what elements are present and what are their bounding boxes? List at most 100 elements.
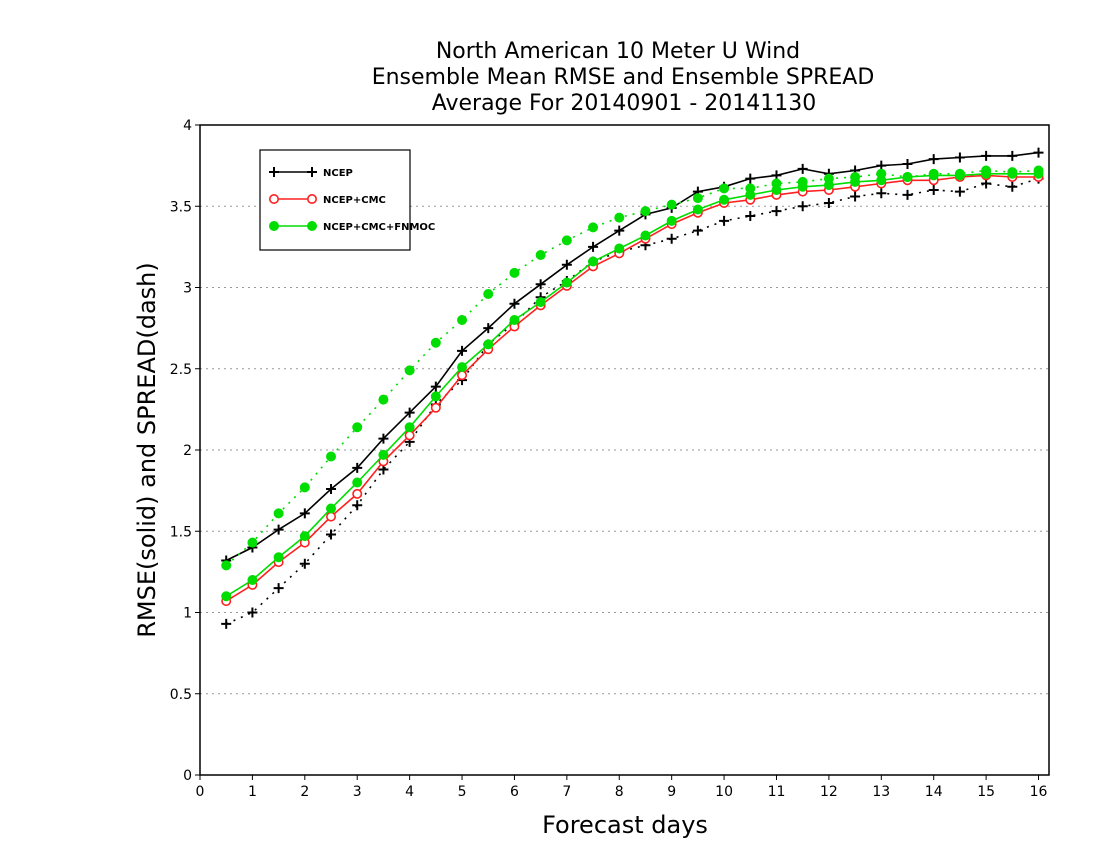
- rmse-point-ncep: [561, 259, 572, 270]
- spread-point-ncep: [299, 558, 310, 569]
- x-tick-label: 14: [925, 784, 943, 800]
- legend-marker-end: [307, 221, 317, 231]
- y-tick-label: 1: [183, 606, 192, 622]
- spread-point-ncep-cmc-fnmoc: [666, 199, 677, 210]
- spread-point-ncep-cmc-fnmoc: [640, 206, 651, 217]
- rmse-point-ncep-cmc: [430, 402, 441, 413]
- chart-title-line-2: Ensemble Mean RMSE and Ensemble SPREAD: [372, 65, 875, 90]
- rmse-point-ncep-cmc-fnmoc: [876, 175, 887, 186]
- rmse-point-ncep-cmc-fnmoc: [509, 315, 520, 325]
- spread-point-ncep-cmc-fnmoc: [509, 267, 520, 278]
- y-tick-label: 3: [183, 281, 192, 297]
- spread-point-ncep-cmc-fnmoc: [588, 222, 599, 233]
- spread-point-ncep-cmc-fnmoc: [457, 315, 468, 325]
- rmse-point-ncep-cmc-fnmoc: [299, 531, 310, 542]
- legend-marker-start: [269, 221, 279, 231]
- rmse-point-ncep-cmc-fnmoc: [273, 552, 284, 563]
- spread-point-ncep-cmc-fnmoc: [614, 212, 625, 223]
- rmse-point-ncep: [378, 433, 389, 444]
- spread-point-ncep-cmc-fnmoc: [561, 235, 572, 246]
- spread-point-ncep: [247, 607, 258, 618]
- legend-item-ncep-cmc-fnmoc: NCEP+CMC+FNMOC: [269, 221, 435, 233]
- rmse-point-ncep-cmc-fnmoc: [771, 185, 782, 195]
- x-tick-label: 2: [300, 784, 309, 800]
- x-tick-label: 13: [872, 784, 890, 800]
- rmse-point-ncep-cmc-fnmoc: [483, 339, 494, 350]
- legend-label: NCEP+CMC: [323, 195, 386, 206]
- x-tick-label: 0: [196, 784, 205, 800]
- rmse-point-ncep: [954, 152, 965, 163]
- rmse-point-ncep-cmc-fnmoc: [614, 243, 625, 254]
- rmse-point-ncep-cmc: [404, 430, 415, 441]
- legend-label: NCEP+CMC+FNMOC: [323, 222, 435, 233]
- rmse-point-ncep: [588, 241, 599, 252]
- spread-point-ncep: [666, 233, 677, 244]
- x-tick-label: 4: [405, 784, 414, 800]
- x-tick-label: 9: [667, 784, 676, 800]
- spread-point-ncep: [771, 206, 782, 217]
- rmse-point-ncep-cmc-fnmoc: [588, 256, 599, 267]
- spread-point-ncep-cmc-fnmoc: [404, 365, 415, 376]
- rmse-point-ncep: [299, 508, 310, 519]
- rmse-point-ncep-cmc-fnmoc: [535, 297, 546, 308]
- rmse-point-ncep: [509, 298, 520, 309]
- y-tick-label: 4: [183, 118, 192, 134]
- rmse-point-ncep-cmc-fnmoc: [954, 170, 965, 181]
- legend-box: [259, 149, 411, 251]
- spread-point-ncep: [352, 500, 363, 511]
- spread-point-ncep-cmc-fnmoc: [273, 508, 284, 519]
- spread-point-ncep-cmc-fnmoc: [352, 422, 363, 433]
- legend-marker-end: [307, 167, 317, 177]
- spread-point-ncep: [902, 189, 913, 200]
- spread-point-ncep-cmc-fnmoc: [299, 482, 310, 493]
- rmse-point-ncep-cmc-fnmoc: [745, 189, 756, 200]
- rmse-point-ncep-cmc: [326, 511, 337, 522]
- rmse-point-ncep-cmc: [457, 370, 468, 381]
- rmse-point-ncep: [614, 225, 625, 236]
- rmse-point-ncep-cmc-fnmoc: [797, 181, 808, 192]
- spread-point-ncep: [876, 188, 887, 199]
- rmse-point-ncep: [745, 173, 756, 184]
- x-tick-label: 16: [1030, 784, 1048, 800]
- legend-marker-start: [269, 167, 279, 177]
- legend-item-ncep-cmc: NCEP+CMC: [268, 194, 386, 206]
- legend-label: NCEP: [323, 168, 353, 179]
- spread-point-ncep: [850, 191, 861, 202]
- rmse-point-ncep: [457, 345, 468, 356]
- spread-point-ncep-cmc-fnmoc: [430, 337, 441, 348]
- rmse-point-ncep-cmc-fnmoc: [719, 194, 730, 205]
- rmse-point-ncep: [404, 407, 415, 418]
- rmse-point-ncep-cmc-fnmoc: [404, 422, 415, 433]
- rmse-point-ncep-cmc-fnmoc: [850, 176, 861, 187]
- spread-point-ncep-cmc-fnmoc: [221, 560, 232, 571]
- rmse-point-ncep-cmc-fnmoc: [326, 503, 337, 514]
- y-tick-label: 1.5: [170, 524, 192, 540]
- rmse-point-ncep-cmc-fnmoc: [378, 449, 389, 460]
- x-tick-label: 6: [510, 784, 519, 800]
- rmse-point-ncep: [1033, 147, 1044, 158]
- legend: NCEP NCEP+CMC NCEP+CMC+FNMOC: [259, 149, 435, 251]
- rmse-point-ncep: [483, 323, 494, 334]
- rmse-point-ncep-cmc-fnmoc: [457, 362, 468, 373]
- x-tick-label: 5: [458, 784, 467, 800]
- spread-point-ncep-cmc-fnmoc: [378, 394, 389, 405]
- series-layer: [221, 147, 1044, 629]
- spread-point-ncep-cmc-fnmoc: [247, 537, 258, 548]
- spread-point-ncep: [326, 529, 337, 540]
- chart-title-line-1: North American 10 Meter U Wind: [436, 39, 800, 64]
- rmse-point-ncep: [1007, 150, 1018, 161]
- legend-item-ncep: NCEP: [269, 167, 353, 179]
- rmse-point-ncep-cmc-fnmoc: [823, 180, 834, 191]
- rmse-point-ncep-cmc-fnmoc: [352, 477, 363, 488]
- rmse-point-ncep-cmc-fnmoc: [692, 204, 703, 215]
- rmse-point-ncep: [981, 150, 992, 161]
- y-axis-label: RMSE(solid) and SPREAD(dash): [133, 262, 161, 638]
- spread-point-ncep: [1007, 181, 1018, 192]
- series-ncep-cmc-fnmoc: [221, 165, 1044, 602]
- spread-point-ncep-cmc-fnmoc: [535, 250, 546, 260]
- rmse-point-ncep-cmc-fnmoc: [981, 168, 992, 179]
- rmse-point-ncep-cmc-fnmoc: [928, 170, 939, 181]
- rmse-point-ncep-cmc: [352, 488, 363, 499]
- rmse-point-ncep: [430, 381, 441, 392]
